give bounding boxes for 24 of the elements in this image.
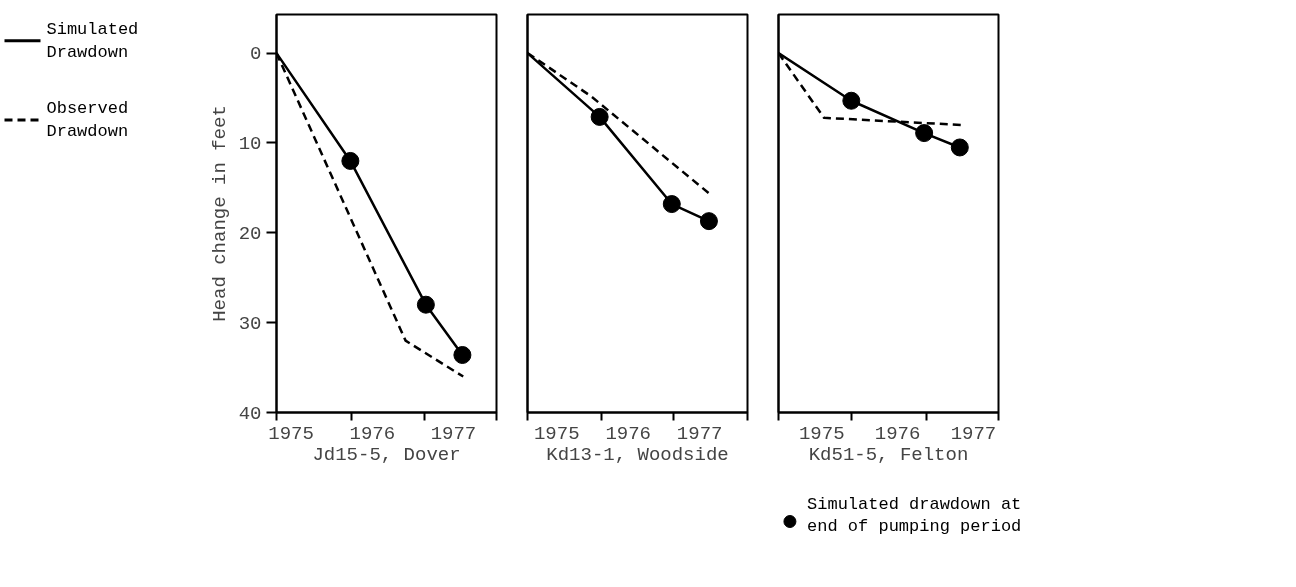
legend-label: Simulated drawdown at end of pumping period — [807, 494, 1022, 537]
x-tick-label: 1977 — [430, 422, 477, 445]
point — [453, 346, 472, 364]
x-tick-label: 1975 — [798, 422, 845, 445]
x-axis-title: Jd15-5, Dover — [312, 443, 461, 466]
y-tick-label: 20 — [238, 222, 262, 245]
y-axis-title: Head change in feet — [208, 105, 231, 322]
legend-label: Observed Drawdown — [46, 98, 129, 141]
x-tick-label: 1976 — [874, 422, 921, 445]
x-tick-label: 1977 — [676, 422, 723, 445]
y-tick-label: 0 — [250, 43, 262, 66]
y-tick-label: 40 — [238, 402, 262, 425]
x-tick-label: 1977 — [950, 422, 997, 445]
legend-label: Simulated Drawdown — [46, 19, 139, 62]
x-axis-title: Kd13-1, Woodside — [546, 443, 729, 466]
x-tick-label: 1976 — [605, 422, 652, 445]
x-axis-title: Kd51-5, Felton — [808, 443, 969, 466]
x-tick-label: 1976 — [349, 422, 396, 445]
x-tick-label: 1975 — [533, 422, 580, 445]
y-tick-label: 10 — [238, 132, 262, 155]
x-tick-label: 1975 — [268, 422, 314, 445]
y-tick-label: 30 — [238, 312, 262, 335]
point — [416, 295, 435, 314]
point — [341, 151, 360, 170]
